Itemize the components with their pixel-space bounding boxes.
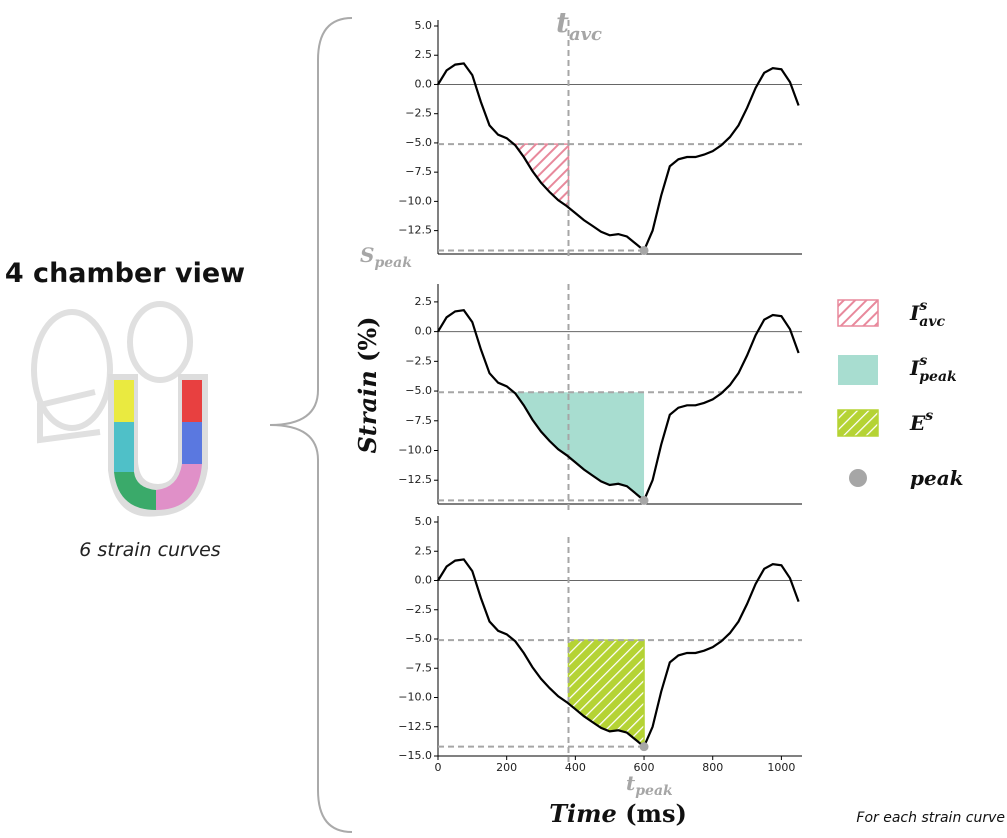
legend-label: Es [909, 408, 933, 435]
y-tick-label: −12.5 [398, 224, 432, 237]
y-tick-label: 0.0 [415, 325, 433, 338]
strain-curve [437, 558, 800, 749]
y-tick-label: 2.5 [415, 48, 433, 61]
y-tick-label: −7.5 [405, 165, 432, 178]
legend-base: E [909, 411, 926, 435]
heart-illustration [31, 301, 208, 517]
y-tick-label: −15.0 [398, 749, 432, 762]
strain-curve [437, 62, 800, 253]
t-peak-base: t [626, 771, 636, 795]
y-tick-label: −12.5 [398, 473, 432, 486]
shaded-area [513, 392, 645, 501]
y-tick-label: −10.0 [398, 194, 432, 207]
legend-sub: avc [919, 314, 945, 330]
legend-base: I [909, 301, 920, 325]
y-tick-label: −2.5 [405, 354, 432, 367]
y-tick-label: 0.0 [415, 574, 433, 587]
y-label-base: Strain [353, 370, 382, 453]
peak-point [639, 245, 649, 255]
y-tick-label: −7.5 [405, 661, 432, 674]
t-peak-label: tpeak [626, 771, 673, 799]
strain-curve [437, 309, 800, 503]
legend-swatch [837, 299, 879, 327]
x-tick-label: 200 [496, 761, 517, 774]
s-peak-sub: peak [374, 255, 412, 271]
y-tick-label: 0.0 [415, 77, 433, 90]
x-tick-label: 0 [435, 761, 442, 774]
footer-note: For each strain curve [856, 810, 1005, 826]
y-tick-label: 2.5 [415, 544, 433, 557]
y-tick-label: −12.5 [398, 720, 432, 733]
y-tick-label: −10.0 [398, 444, 432, 457]
t-avc-base: t [556, 6, 569, 39]
y-tick-label: 5.0 [415, 19, 433, 32]
legend-sup: s [919, 353, 927, 369]
x-tick-label: 800 [702, 761, 723, 774]
legend: Is avc Is peak Es peak [837, 298, 964, 490]
t-avc-sub: avc [569, 24, 602, 45]
x-label-unit: (ms) [625, 799, 687, 828]
t-peak-sub: peak [635, 783, 673, 799]
legend-swatch [837, 409, 879, 437]
peak-point [639, 742, 649, 752]
y-tick-label: −10.0 [398, 691, 432, 704]
t-avc-label: tavc [556, 6, 602, 45]
y-tick-label: 2.5 [415, 295, 433, 308]
y-tick-label: −5.0 [405, 384, 432, 397]
legend-swatch [849, 469, 867, 487]
legend-label: Is peak [909, 353, 957, 385]
x-tick-label: 1000 [767, 761, 795, 774]
y-tick-label: −2.5 [405, 603, 432, 616]
legend-label: Is avc [909, 298, 945, 330]
x-tick-label: 600 [634, 761, 655, 774]
x-label-base: Time [549, 799, 617, 828]
s-peak-base: S [360, 243, 374, 267]
peak-point [639, 495, 649, 505]
legend-sup: s [925, 408, 933, 424]
legend-base: I [909, 356, 920, 380]
y-tick-label: −7.5 [405, 414, 432, 427]
view-caption: 6 strain curves [79, 539, 221, 561]
y-label-unit: (%) [353, 316, 382, 362]
y-tick-label: 5.0 [415, 515, 433, 528]
y-tick-label: −5.0 [405, 632, 432, 645]
x-tick-label: 400 [565, 761, 586, 774]
legend-label: peak [910, 466, 964, 490]
legend-sub: peak [919, 369, 957, 385]
brace [269, 17, 353, 833]
y-tick-label: −5.0 [405, 136, 432, 149]
legend-swatch [838, 355, 878, 385]
x-axis-label: Time (ms) [549, 799, 687, 828]
legend-sup: s [919, 298, 927, 314]
view-title: 4 chamber view [5, 258, 245, 289]
y-tick-label: −2.5 [405, 107, 432, 120]
y-axis-label: Strain (%) [353, 316, 382, 453]
s-peak-label: Speak [360, 243, 412, 271]
